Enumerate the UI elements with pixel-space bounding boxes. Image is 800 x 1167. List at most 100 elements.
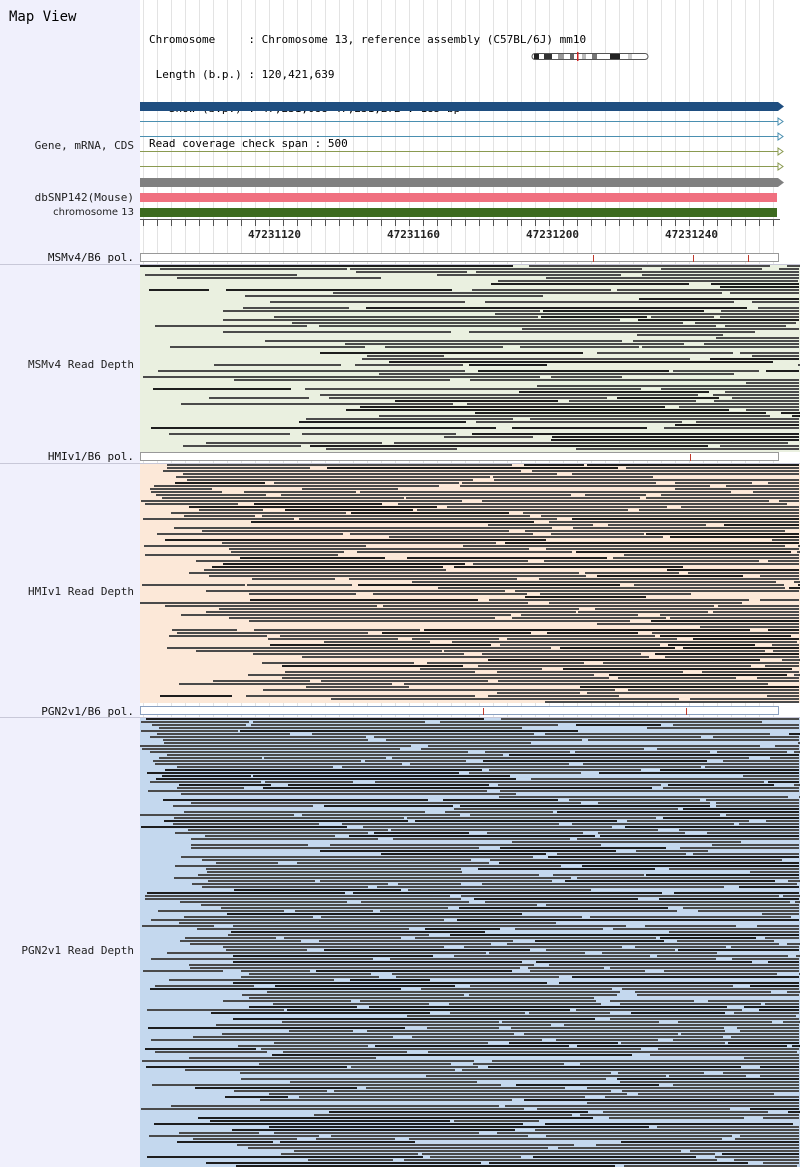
read-alignment [292,322,683,324]
read-alignment [169,635,267,637]
read-alignment [201,904,537,906]
read-alignment [763,1162,799,1164]
read-alignment [152,724,246,726]
read-alignment [351,1066,478,1068]
hmi-pol-track[interactable] [140,452,779,461]
read-alignment [404,683,768,685]
read-alignment [420,668,542,670]
read-alignment [188,829,388,831]
read-alignment [721,310,799,312]
read-alignment [675,488,799,490]
read-alignment [590,916,791,918]
read-alignment [165,769,482,771]
pgn-read-depth-panel[interactable] [140,717,800,1167]
hmi-read-depth-panel[interactable] [140,463,800,703]
msm-pol-mark[interactable] [593,255,594,262]
pgn-pol-mark[interactable] [483,708,484,715]
gene-track[interactable] [140,101,800,191]
chromosome-ideogram[interactable] [530,52,650,61]
read-alignment [261,1048,641,1050]
ruler-tick [297,219,298,226]
read-alignment [242,994,464,996]
read-alignment [688,572,799,574]
read-alignment [157,533,343,535]
read-alignment [153,760,361,762]
read-alignment [536,961,752,963]
read-alignment [546,277,799,279]
read-alignment [750,1108,799,1110]
read-alignment [470,379,799,381]
read-alignment [760,599,799,601]
read-alignment [167,467,310,469]
read-alignment [295,910,373,912]
read-alignment [531,778,799,780]
read-alignment [365,760,466,762]
read-alignment [621,1141,799,1143]
read-alignment [171,1105,499,1107]
read-alignment [782,659,800,661]
read-alignment [233,1018,595,1020]
ruler-tick [479,219,480,226]
read-alignment [788,1111,800,1113]
dbsnp-track-bar[interactable] [140,193,777,202]
ruler-tick [213,219,214,226]
read-alignment [206,590,505,592]
read-alignment [191,838,378,840]
read-alignment [577,838,799,840]
read-alignment [151,1039,542,1041]
read-alignment [696,421,799,423]
read-alignment [189,506,437,508]
read-alignment [172,629,237,631]
ruler-tick [339,219,340,226]
read-alignment [731,1036,799,1038]
read-alignment [361,901,469,903]
read-alignment [241,1078,606,1080]
ruler-tick [731,219,732,226]
chromosome-track-bar[interactable] [140,208,777,217]
read-alignment [233,925,626,927]
read-alignment [462,482,656,484]
read-alignment [497,692,580,694]
read-alignment [725,325,786,327]
read-alignment [739,823,799,825]
read-alignment [360,491,731,493]
read-alignment [373,593,527,595]
read-alignment [350,533,533,535]
read-alignment [528,967,604,969]
pgn-pol-track[interactable] [140,706,779,715]
read-alignment [788,880,800,882]
msm-read-depth-panel[interactable] [140,264,800,452]
read-alignment [324,949,530,951]
read-alignment [512,427,647,429]
ruler-tick [605,219,606,226]
read-alignment [708,1000,799,1002]
read-alignment [795,901,800,903]
msm-pol-track[interactable] [140,253,779,262]
read-alignment [202,886,368,888]
read-alignment [734,1012,799,1014]
read-alignment [147,1009,284,1011]
read-alignment [374,832,469,834]
read-alignment [597,575,743,577]
read-alignment [681,506,799,508]
read-alignment [541,316,647,318]
info-chromosome: Chromosome : Chromosome 13, reference as… [149,33,587,46]
pgn-pol-mark[interactable] [686,708,687,715]
msm-pol-mark[interactable] [693,255,694,262]
read-alignment [668,644,755,646]
read-alignment [281,494,571,496]
read-alignment [163,739,368,741]
read-alignment [773,650,799,652]
read-alignment [472,289,611,291]
msm-pol-mark[interactable] [748,255,749,262]
read-alignment [237,1144,574,1146]
map-viewer[interactable]: Chromosome : Chromosome 13, reference as… [140,0,800,1167]
read-alignment [248,1147,548,1149]
read-alignment [191,802,581,804]
read-alignment [240,557,385,559]
read-alignment [179,784,271,786]
read-alignment [704,343,799,345]
read-alignment [541,515,799,517]
read-alignment [716,337,799,339]
hmi-pol-mark[interactable] [690,454,691,461]
